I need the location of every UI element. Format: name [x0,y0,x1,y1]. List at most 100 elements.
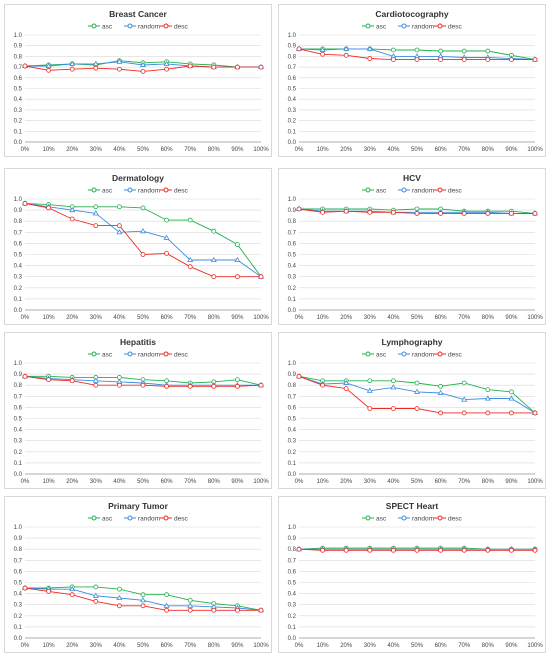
y-tick-label: 1.0 [288,197,297,203]
legend-marker-desc [163,351,169,357]
y-tick-label: 0.4 [288,428,297,434]
y-tick-label: 0.2 [288,450,297,456]
y-tick-label: 0.5 [288,417,297,423]
legend-marker-desc [437,351,443,357]
x-tick-label: 60% [435,147,448,153]
y-tick-label: 0.6 [288,405,297,411]
x-tick-label: 70% [458,479,471,485]
x-tick-label: 60% [161,643,174,649]
legend-item-desc: desc [434,23,462,31]
chart-svg: Lymphography asc random desc 0.0 0.1 0.2 0.3 0.4… [288,337,544,485]
data-point-desc [258,382,264,388]
data-point-desc [320,547,325,553]
legend-marker-asc [365,23,371,29]
legend-item-desc: desc [160,515,188,523]
data-point-random [234,256,241,263]
chart-svg: Hepatitis asc random desc 0.0 0.1 0.2 0.3 0.4 0.5… [14,337,270,485]
chart-svg: Dermatology asc random desc 0.0 0.1 0.2 0.3 0.4 0… [14,173,270,321]
legend-marker-asc [91,187,97,193]
data-point-random [366,387,373,393]
x-tick-label: 0% [21,479,30,485]
x-tick-label: 0% [295,479,304,485]
legend-item-desc: desc [434,351,462,359]
chart-title: Dermatology [112,173,164,183]
x-tick-label: 70% [184,315,197,321]
x-tick-label: 30% [364,147,377,153]
data-point-random [484,395,491,401]
x-tick-label: 100% [253,643,269,649]
legend-label-random: random [412,352,434,359]
y-tick-label: 0.7 [288,65,297,71]
y-tick-label: 0.7 [288,394,297,400]
x-tick-label: 90% [231,479,244,485]
data-point-random [92,210,99,216]
y-tick-label: 0.4 [14,428,23,434]
y-tick-label: 0.0 [288,140,297,146]
legend-marker-random [127,351,133,357]
x-tick-label: 40% [387,315,400,321]
y-tick-label: 0.3 [14,275,23,281]
x-tick-label: 100% [253,479,269,485]
data-point-desc [164,607,170,613]
y-tick-label: 0.6 [288,76,297,82]
y-tick-label: 0.0 [14,636,23,642]
x-tick-label: 0% [295,315,304,321]
x-tick-label: 100% [527,479,543,485]
data-point-desc [391,209,396,215]
x-tick-label: 60% [435,643,448,649]
data-point-desc [258,64,264,70]
chart-panel-breast-cancer: Breast Cancer asc random desc 0.0 0.1 0.2 0.3 0.… [4,4,272,157]
chart-panel-cardiotocography: Cardiotocography asc random desc 0.0 0.1 0.2 0.… [278,4,546,157]
legend-marker-asc [91,23,97,29]
x-tick-label: 0% [295,643,304,649]
x-tick-label: 10% [317,479,330,485]
data-point-desc [22,63,28,69]
x-tick-label: 0% [295,147,304,153]
chart-panel-primary-tumor: Primary Tumor asc random desc 0.0 0.1 0.2 0.3 0.… [4,496,272,653]
data-point-desc [532,57,538,63]
y-tick-label: 0.1 [288,129,297,135]
y-tick-label: 0.7 [14,394,23,400]
y-tick-label: 1.0 [14,525,23,531]
legend-label-asc: asc [376,516,387,523]
data-point-random [69,585,76,592]
y-tick-label: 0.1 [288,625,297,631]
chart-panel-hepatitis: Hepatitis asc random desc 0.0 0.1 0.2 0.3 0.4 0.5… [4,332,272,489]
y-tick-label: 0.4 [14,264,23,270]
data-point-random [210,256,217,263]
x-tick-label: 70% [458,147,471,153]
data-point-desc [343,547,349,553]
data-point-asc [367,378,373,384]
y-tick-label: 0.8 [14,383,23,389]
data-point-asc [164,217,170,223]
data-point-desc [93,382,99,388]
legend-label-random: random [138,516,160,523]
legend-marker-asc [365,187,371,193]
data-point-random [116,229,123,235]
x-tick-label: 70% [184,479,197,485]
x-tick-label: 100% [527,147,543,153]
legend-label-random: random [412,24,434,31]
y-tick-label: 0.3 [14,439,23,445]
data-point-desc [187,63,193,69]
legend-marker-random [127,515,133,521]
y-tick-label: 0.9 [288,536,297,542]
x-tick-label: 20% [340,147,353,153]
y-tick-label: 1.0 [288,525,297,531]
data-point-desc [367,209,373,215]
x-tick-label: 80% [208,479,221,485]
data-point-desc [414,211,420,216]
data-point-desc [211,383,217,389]
data-point-desc [93,598,99,604]
data-point-random [92,377,99,383]
data-point-random [140,227,146,234]
y-tick-label: 0.3 [288,603,297,609]
y-tick-label: 0.7 [14,230,23,236]
data-point-asc [438,48,444,54]
data-point-desc [69,66,75,72]
y-tick-label: 0.1 [14,297,23,303]
data-point-desc [367,547,373,553]
legend-item-asc: asc [362,187,387,195]
data-point-asc [461,48,467,54]
y-tick-label: 1.0 [14,197,23,203]
